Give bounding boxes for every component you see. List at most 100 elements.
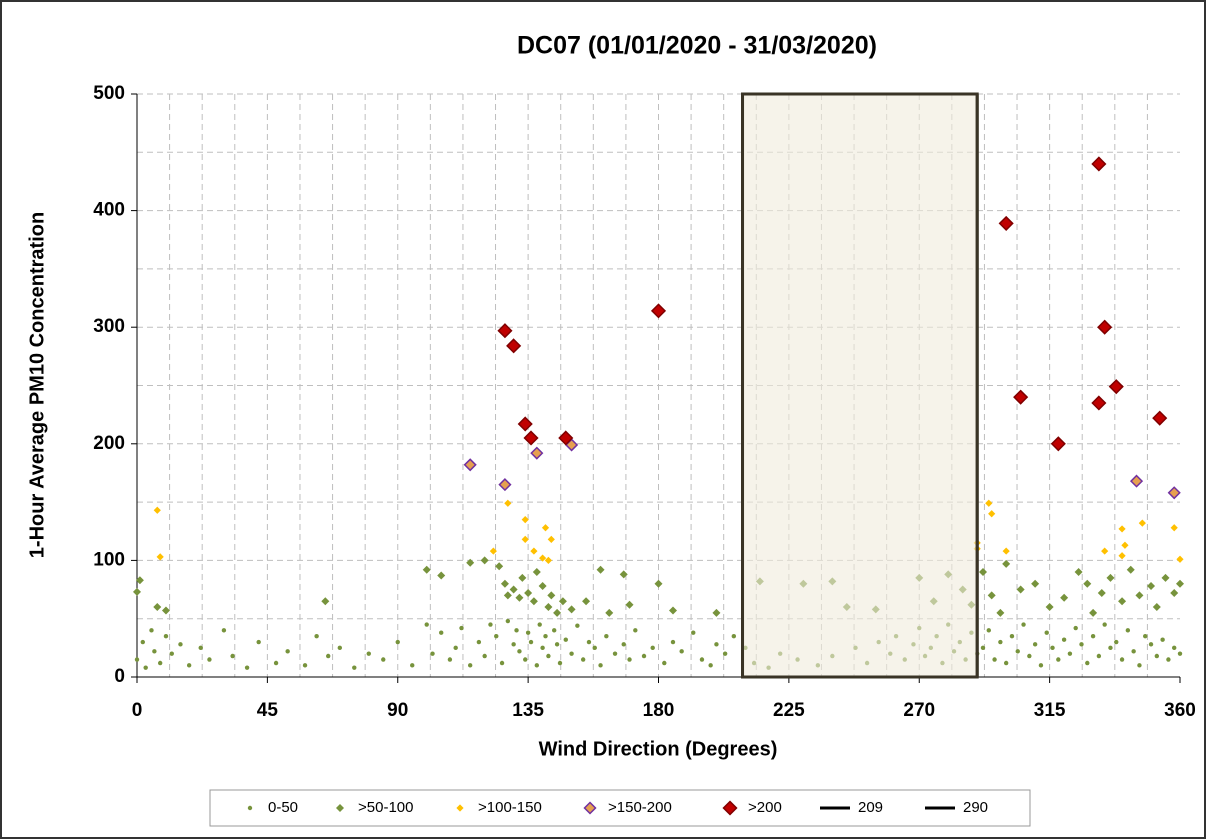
point <box>558 430 574 446</box>
point <box>998 639 1003 645</box>
point <box>650 645 655 651</box>
point <box>134 657 140 662</box>
point <box>482 653 487 659</box>
point <box>1050 645 1055 651</box>
point <box>430 651 435 656</box>
legend-swatch <box>583 801 597 815</box>
point <box>547 535 555 544</box>
point <box>169 651 174 656</box>
point <box>538 582 547 591</box>
point <box>1172 645 1177 651</box>
point <box>439 630 444 635</box>
point <box>1050 436 1066 452</box>
point <box>1125 628 1131 633</box>
point <box>530 446 544 460</box>
point <box>517 416 533 432</box>
point <box>540 645 545 651</box>
point <box>1003 660 1009 666</box>
point <box>1137 663 1142 668</box>
point <box>381 657 386 662</box>
point <box>1002 559 1011 568</box>
point <box>1170 524 1178 532</box>
point <box>503 591 512 600</box>
point <box>1108 645 1113 651</box>
legend-swatch <box>722 800 738 816</box>
point <box>1114 639 1119 645</box>
point <box>691 630 696 635</box>
point <box>1126 565 1135 574</box>
legend-box <box>209 789 1031 827</box>
point <box>1143 633 1148 639</box>
point <box>1061 637 1067 642</box>
point <box>153 506 161 514</box>
point <box>186 663 192 668</box>
point <box>244 665 250 670</box>
point <box>337 645 343 651</box>
point <box>627 657 632 662</box>
point <box>668 606 677 615</box>
point <box>514 628 519 633</box>
point <box>1060 593 1069 602</box>
point <box>499 660 505 666</box>
point <box>1176 555 1184 563</box>
point <box>1118 597 1127 606</box>
point <box>996 608 1005 617</box>
point <box>547 591 556 600</box>
point <box>1031 579 1040 588</box>
point <box>256 639 261 645</box>
point <box>1027 653 1032 659</box>
x-axis-label: Wind Direction (Degrees) <box>539 738 778 760</box>
point <box>302 663 308 668</box>
point <box>553 608 562 617</box>
point <box>1108 379 1124 395</box>
point <box>163 633 169 639</box>
point <box>521 535 529 544</box>
point <box>1067 651 1073 656</box>
x-tick-label: 180 <box>643 700 675 721</box>
point <box>546 653 551 659</box>
legend-label: 0-50 <box>268 799 298 816</box>
point <box>529 597 538 606</box>
point <box>149 628 154 633</box>
point <box>140 639 145 645</box>
point <box>712 608 721 617</box>
legend-label: 209 <box>858 799 883 816</box>
point <box>517 649 522 654</box>
point <box>509 585 518 594</box>
point <box>153 603 162 612</box>
point <box>998 215 1014 231</box>
point <box>321 597 330 606</box>
x-tick-label: 90 <box>387 700 408 721</box>
point <box>1045 603 1054 612</box>
point <box>532 568 541 577</box>
point <box>1089 608 1098 617</box>
point <box>498 478 512 492</box>
point <box>1015 649 1020 654</box>
point <box>708 663 713 668</box>
point <box>992 657 997 662</box>
point <box>273 660 279 666</box>
point <box>978 568 987 577</box>
point <box>505 618 511 624</box>
point <box>575 623 580 628</box>
point <box>641 653 647 659</box>
point <box>604 633 609 639</box>
point <box>135 576 144 585</box>
point <box>731 633 737 639</box>
point <box>476 639 482 645</box>
point <box>198 645 203 651</box>
point <box>1091 156 1107 172</box>
point <box>152 649 157 654</box>
point <box>366 651 371 656</box>
legend-label: 290 <box>963 799 988 816</box>
point <box>506 338 522 354</box>
x-tick-label: 315 <box>1034 700 1066 721</box>
point <box>525 630 531 635</box>
point <box>1167 486 1181 500</box>
point <box>467 663 473 668</box>
point <box>612 651 618 656</box>
point <box>1044 630 1049 635</box>
point <box>1166 657 1171 662</box>
